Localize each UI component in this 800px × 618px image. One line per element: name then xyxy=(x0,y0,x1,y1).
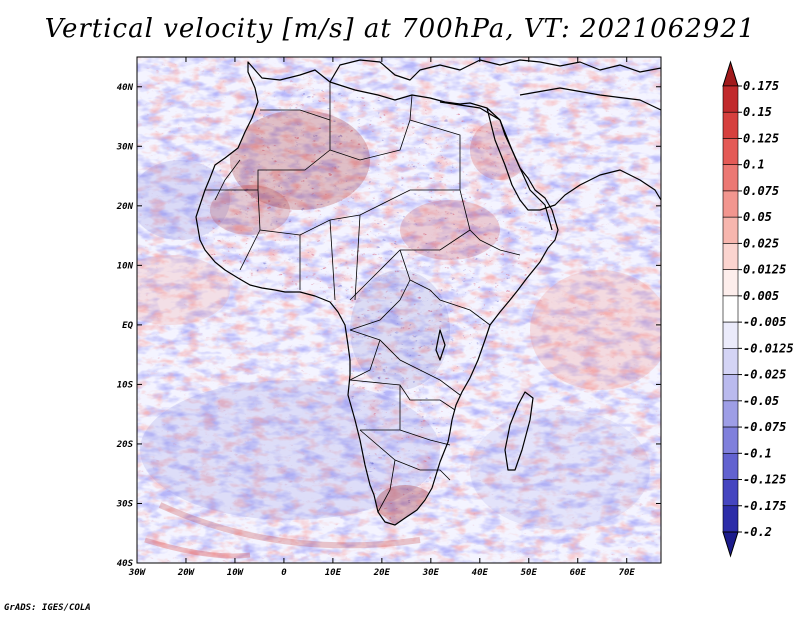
colorbar-segment xyxy=(722,269,739,297)
colorbar: 0.175 0.15 0.125 0.1 0.075 0.05 0.025 0.0125 0.0… xyxy=(722,60,794,558)
colorbar-segment xyxy=(722,348,739,375)
colorbar-label: -0.075 xyxy=(743,420,786,434)
colorbar-segment xyxy=(722,374,739,402)
colorbar-segment xyxy=(722,111,739,139)
colorbar-label: 0.075 xyxy=(743,184,779,198)
colorbar-segment xyxy=(722,164,739,192)
lon-label: 20E xyxy=(373,568,391,578)
colorbar-label: 0.125 xyxy=(743,131,779,145)
colorbar-label: 0.0125 xyxy=(743,263,786,277)
country-borders xyxy=(205,82,521,513)
colorbar-segment xyxy=(722,400,739,428)
colorbar-label: -0.0125 xyxy=(743,341,794,355)
colorbar-segment xyxy=(722,216,739,244)
lon-label: 50E xyxy=(521,568,538,578)
lon-label: 60E xyxy=(570,568,587,578)
colorbar-label: -0.2 xyxy=(743,525,772,539)
colorbar-cap-bottom xyxy=(722,531,739,558)
lat-label: EQ xyxy=(122,321,133,331)
lon-label: 40E xyxy=(472,568,489,578)
colorbar-segment xyxy=(722,138,739,166)
plot-frame xyxy=(136,56,662,564)
lat-label: 20S xyxy=(116,440,134,450)
lat-label: 20N xyxy=(116,202,134,212)
lon-label: 30E xyxy=(422,568,440,578)
longitude-labels: 30W 20W 10W 0 10E 20E 30E 40E 50E 60E 70E xyxy=(128,568,636,578)
lat-label: 40S xyxy=(117,559,134,569)
lon-label: 30W xyxy=(128,568,147,578)
colorbar-label: -0.175 xyxy=(743,499,786,513)
colorbar-segment xyxy=(722,321,739,349)
colorbar-label: -0.1 xyxy=(743,446,772,460)
colorbar-label: 0.1 xyxy=(743,158,765,172)
colorbar-label: -0.125 xyxy=(743,473,786,487)
axis-ticks xyxy=(136,57,661,564)
colorbar-segment xyxy=(722,243,739,270)
colorbar-cap-top xyxy=(722,60,739,87)
lon-label: 10W xyxy=(227,568,245,578)
colorbar-segment xyxy=(722,85,739,113)
colorbar-label: 0.005 xyxy=(743,289,779,303)
lat-label: 10N xyxy=(117,261,134,271)
lon-label: 20W xyxy=(177,568,196,578)
colorbar-label: -0.005 xyxy=(743,315,786,329)
colorbar-label: -0.05 xyxy=(743,394,779,408)
colorbar-label: 0.05 xyxy=(743,210,772,224)
lat-label: 30S xyxy=(116,499,134,509)
colorbar-segment xyxy=(722,426,739,454)
colorbar-label: 0.025 xyxy=(743,236,779,250)
lat-label: 30N xyxy=(116,142,134,152)
lat-label: 40N xyxy=(117,83,134,93)
colorbar-label: 0.175 xyxy=(743,79,779,93)
colorbar-segment xyxy=(722,190,739,218)
latitude-labels: 40N 30N 20N 10N EQ 10S 20S 30S 40S xyxy=(116,83,134,569)
lon-label: 0 xyxy=(281,568,287,578)
colorbar-segment xyxy=(722,505,739,533)
colorbar-segment xyxy=(722,479,739,507)
map-plot-area: 40N 30N 20N 10N EQ 10S 20S 30S 40S 30W 20W 10W 0 10E… xyxy=(116,56,662,578)
coastlines xyxy=(195,59,662,526)
colorbar-label: -0.025 xyxy=(743,368,786,382)
colorbar-segment xyxy=(722,295,739,323)
colorbar-segment xyxy=(722,452,739,480)
colorbar-label: 0.15 xyxy=(743,105,772,119)
lat-label: 10S xyxy=(117,380,134,390)
map-title: Vertical velocity [m/s] at 700hPa, VT: 2… xyxy=(44,14,756,44)
lon-label: 70E xyxy=(619,568,636,578)
lon-label: 10E xyxy=(325,568,342,578)
grads-credit: GrADS: IGES/COLA xyxy=(4,603,91,613)
